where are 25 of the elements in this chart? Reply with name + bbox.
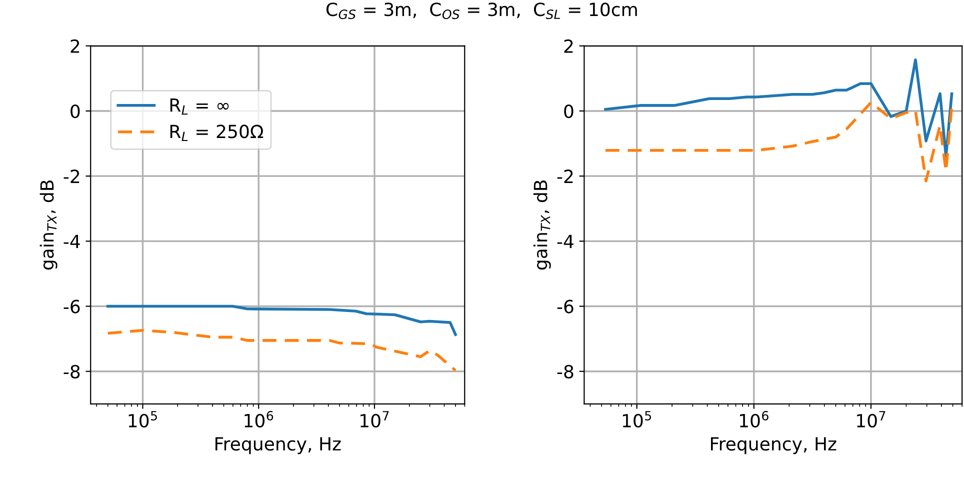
y-tick-label: 0 — [70, 104, 80, 118]
y-tick-label: -6 — [557, 300, 574, 314]
y-tick-label: 0 — [564, 104, 574, 118]
y-tick-label: 2 — [564, 39, 573, 53]
chart-title: C$_{GS}$ = 3m, C$_{OS}$ = 3m, C$_{SL}$ = 10cm — [326, 2, 637, 20]
x-axis-title: Frequency, Hz — [710, 437, 836, 454]
y-axis-title: gain$_{TX}$, dB — [533, 180, 551, 270]
x-tick-label: 10$^{5}$ — [128, 411, 157, 428]
y-tick-label: -8 — [557, 364, 574, 378]
y-tick-label: -4 — [64, 234, 80, 248]
y-tick-label: -6 — [64, 300, 80, 314]
y-axis-title: gain$_{TX}$, dB — [40, 180, 58, 270]
y-tick-label: 2 — [70, 39, 80, 53]
y-tick-label: -8 — [64, 364, 80, 378]
y-tick-label: -2 — [64, 170, 80, 183]
x-tick-label: 10$^{7}$ — [857, 411, 886, 428]
legend-label: R$_{L}$ = 250Ω — [170, 124, 264, 141]
legend-label: R$_{L}$ = ∞ — [170, 98, 229, 115]
x-tick-label: 10$^{6}$ — [740, 410, 768, 428]
y-tick-label: -4 — [557, 234, 574, 248]
x-axis-title: Frequency, Hz — [216, 437, 341, 454]
x-tick-label: 10$^{7}$ — [360, 411, 389, 428]
x-tick-label: 10$^{6}$ — [244, 410, 274, 428]
y-tick-label: -2 — [557, 170, 573, 183]
x-tick-label: 10$^{5}$ — [622, 411, 652, 428]
